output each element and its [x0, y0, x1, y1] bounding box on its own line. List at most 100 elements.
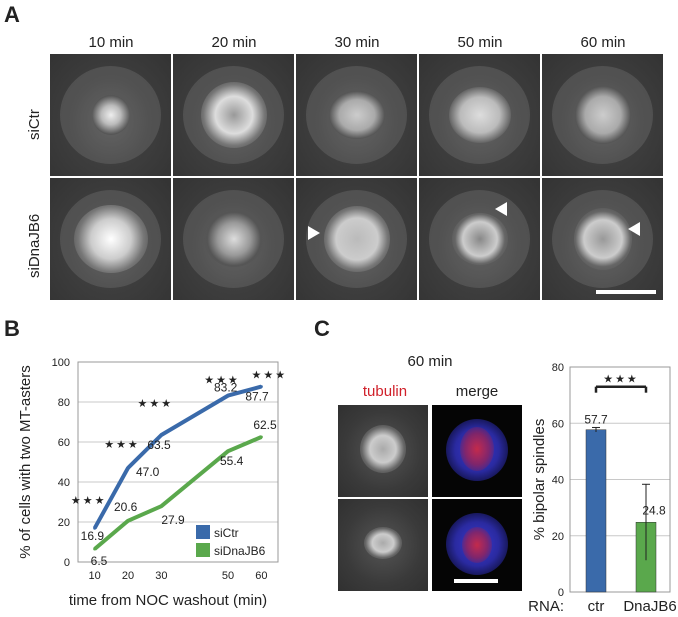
y-axis-label: % of cells with two MT-asters: [17, 365, 34, 558]
y-tick-label-0: 0: [558, 587, 564, 599]
panelC-merge-siDnaJB6: [432, 499, 522, 591]
plot-frame: [77, 361, 279, 563]
data-point-siCtr-20: [126, 466, 130, 470]
y-tick-label-60: 60: [58, 437, 70, 449]
legend-swatch-siDnaJB6: [196, 543, 210, 557]
micrograph-siDnaJB6-10min: [50, 178, 171, 300]
panelC-time-label: 60 min: [407, 353, 453, 370]
y-tick-label-80: 80: [58, 397, 70, 409]
y-tick-label-80: 80: [552, 362, 564, 374]
panel-label-a: A: [4, 2, 20, 27]
bar-ctr: [585, 429, 607, 593]
legend-swatch-siCtr: [196, 525, 210, 539]
tubulin-stain: [462, 527, 492, 563]
significance-stars-20: ★★★: [104, 439, 140, 451]
line-chart-cells-two-asters: 0 20 40 60 80 100 10 20 30 50 60 time from NOC wash…: [17, 357, 288, 609]
spindle: [451, 213, 508, 265]
panel-label-c: C: [314, 316, 330, 341]
data-label-siDnaJB6-20: 20.6: [114, 500, 138, 514]
tubulin-spindle: [360, 425, 406, 473]
data-label-siDnaJB6-30: 27.9: [161, 513, 185, 527]
spindle: [73, 205, 148, 273]
y-tick-label-20: 20: [58, 517, 70, 529]
scale-bar: [454, 579, 498, 583]
significance-stars: ★★★: [603, 374, 639, 386]
scale-bar: [596, 290, 656, 294]
significance-stars-50: ★★★: [204, 375, 240, 387]
data-point-siDnaJB6-20: [126, 519, 130, 523]
y-axis-label: % bipolar spindles: [531, 419, 548, 541]
time-header-2: 30 min: [334, 34, 380, 51]
category-label-DnaJB6: DnaJB6: [623, 598, 676, 615]
data-label-siDnaJB6-10: 6.5: [91, 554, 108, 568]
value-label-DnaJB6: 24.8: [642, 503, 666, 517]
micrograph-siCtr-60min: [542, 54, 663, 176]
data-label-siCtr-50: 83.2: [214, 381, 238, 395]
legend-label-siDnaJB6: siDnaJB6: [214, 544, 266, 558]
micrograph-siDnaJB6-30min: [296, 178, 417, 300]
spindle: [448, 87, 511, 143]
plot-frame: [569, 366, 671, 593]
micrograph-siDnaJB6-20min: [173, 178, 294, 300]
x-tick-label-60: 60: [255, 570, 267, 582]
y-tick-label-100: 100: [52, 357, 70, 369]
data-label-siCtr-30: 63.5: [147, 438, 171, 452]
bar-chart-bipolar-spindles: 0 20 40 60 80 % bipolar spindles 57.7 ctr 24.8 Dn…: [528, 362, 677, 615]
siRNA-prefix-label: siRNA:: [528, 598, 564, 615]
micrograph-siCtr-30min: [296, 54, 417, 176]
spindle: [573, 208, 632, 270]
panelC-tubulin-header: tubulin: [362, 383, 408, 400]
micrograph-siDnaJB6-50min: [419, 178, 540, 300]
y-tick-label-0: 0: [64, 557, 70, 569]
data-point-siCtr-30: [159, 433, 163, 437]
x-tick-label-30: 30: [155, 570, 167, 582]
legend-label-siCtr: siCtr: [214, 526, 239, 540]
data-point-siCtr-60: [259, 385, 263, 389]
significance-stars-10: ★★★: [71, 495, 107, 507]
arrowhead-marker: [308, 226, 320, 240]
time-header-3: 50 min: [457, 34, 503, 51]
x-tick-label-20: 20: [122, 570, 134, 582]
significance-stars-30: ★★★: [138, 398, 174, 410]
category-label-ctr: ctr: [588, 598, 605, 615]
data-point-siDnaJB6-50: [226, 449, 230, 453]
tubulin-stain: [460, 427, 494, 471]
data-point-siCtr-50: [226, 394, 230, 398]
micrograph-siCtr-20min: [173, 54, 294, 176]
y-tick-label-20: 20: [552, 531, 564, 543]
tubulin-spindle: [364, 527, 402, 559]
panel-label-b: B: [4, 316, 20, 341]
row-label-siCtr: siCtr: [26, 109, 43, 140]
data-label-siCtr-20: 47.0: [136, 465, 160, 479]
panelC-merge-siCtr: [432, 405, 522, 497]
spindle: [91, 95, 130, 135]
spindle: [203, 211, 264, 267]
x-axis-label: time from NOC washout (min): [69, 592, 267, 609]
time-header-4: 60 min: [580, 34, 626, 51]
panelC-tubulin-siDnaJB6: [338, 499, 428, 591]
time-header-1: 20 min: [211, 34, 257, 51]
significance-stars-60: ★★★: [252, 370, 288, 382]
data-point-siDnaJB6-10: [93, 547, 97, 551]
data-point-siDnaJB6-60: [259, 435, 263, 439]
y-tick-label-60: 60: [552, 418, 564, 430]
arrowhead-marker: [628, 222, 640, 236]
data-label-siCtr-60: 87.7: [245, 390, 269, 404]
x-tick-label-50: 50: [222, 570, 234, 582]
y-tick-label-40: 40: [552, 475, 564, 487]
time-header-0: 10 min: [88, 34, 134, 51]
data-point-siDnaJB6-30: [159, 504, 163, 508]
x-tick-label-10: 10: [89, 570, 101, 582]
micrograph-siDnaJB6-60min: [542, 178, 663, 300]
data-label-siDnaJB6-50: 55.4: [220, 454, 244, 468]
data-label-siDnaJB6-60: 62.5: [253, 418, 277, 432]
panelC-tubulin-siCtr: [338, 405, 428, 497]
panelC-merge-header: merge: [455, 383, 499, 400]
data-point-siCtr-10: [93, 526, 97, 530]
spindle: [200, 82, 267, 148]
row-label-siDnaJB6: siDnaJB6: [26, 213, 43, 278]
spindle: [574, 86, 631, 144]
y-tick-label-40: 40: [58, 477, 70, 489]
data-label-siCtr-10: 16.9: [81, 529, 105, 543]
micrograph-siCtr-10min: [50, 54, 171, 176]
